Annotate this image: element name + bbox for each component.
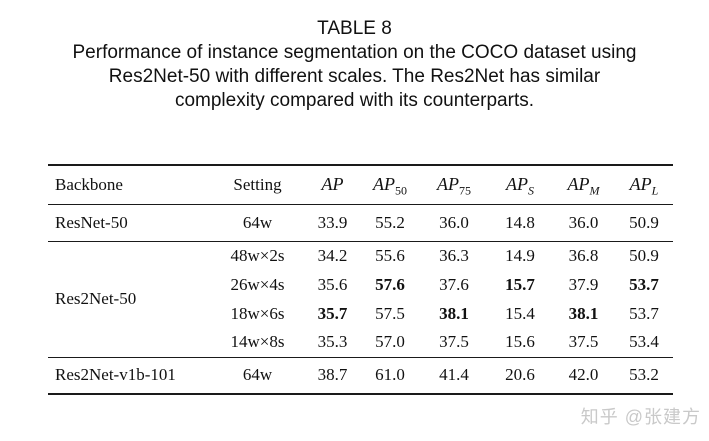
value-cell: 53.2: [615, 357, 673, 395]
results-table: Backbone Setting AP AP50 AP75 APS APM APL ResNe…: [48, 164, 673, 395]
value-cell: 36.3: [439, 245, 469, 265]
value-cell: 53.7: [629, 274, 659, 294]
value-cell: 53.7: [629, 303, 659, 323]
column-header: AP: [305, 165, 360, 205]
value-cell: 33.9: [305, 204, 360, 242]
column-header: Backbone: [48, 165, 210, 205]
value-cell: 15.6: [488, 328, 552, 358]
value-cell: 20.6: [488, 357, 552, 395]
value-cell: 15.4: [505, 303, 535, 323]
value-cell: 37.9: [568, 274, 599, 294]
column-header: APM: [552, 165, 615, 205]
table-row: 18w×6s 35.7 57.5 38.1 15.4 38.1 53.7: [48, 299, 673, 328]
column-header: APS: [488, 165, 552, 205]
value-cell: 38.7: [305, 357, 360, 395]
table-row: ResNet-50 64w 33.9 55.2 36.0 14.8 36.0 50.9: [48, 204, 673, 242]
backbone-cell: ResNet-50: [48, 204, 210, 242]
setting-cell: 64w: [210, 204, 305, 242]
column-header: AP50: [360, 165, 420, 205]
table-row: 14w×8s 35.3 57.0 37.5 15.6 37.5 53.4: [48, 328, 673, 358]
column-header: AP75: [420, 165, 488, 205]
caption-line: complexity compared with its counterpart…: [174, 90, 535, 111]
setting-cell: 14w×8s: [210, 328, 305, 358]
value-cell: 57.6: [375, 274, 405, 294]
value-cell: 35.6: [317, 274, 348, 294]
backbone-cell: Res2Net-v1b-101: [48, 357, 210, 395]
value-cell: 57.0: [360, 328, 420, 358]
value-cell: 55.2: [360, 204, 420, 242]
value-cell: 37.6: [439, 274, 469, 294]
value-cell: 37.5: [552, 328, 615, 358]
value-cell: 61.0: [360, 357, 420, 395]
value-cell: 50.9: [615, 204, 673, 242]
value-cell: 55.6: [375, 245, 405, 265]
table-row: Res2Net-v1b-101 64w 38.7 61.0 41.4 20.6 42.0 53…: [48, 357, 673, 395]
value-cell: 50.9: [629, 245, 659, 265]
value-cell: 35.7: [317, 303, 348, 323]
value-cell: 38.1: [439, 303, 469, 323]
value-cell: 36.0: [420, 204, 488, 242]
value-cell: 15.7: [505, 274, 535, 294]
setting-cell: 26w×4s: [230, 274, 285, 294]
value-cell: 38.1: [568, 303, 599, 323]
value-cell: 57.5: [375, 303, 405, 323]
value-cell: 36.8: [568, 245, 599, 265]
column-header: Setting: [210, 165, 305, 205]
table-caption: TABLE 8 Performance of instance segmenta…: [0, 17, 709, 113]
value-cell: 35.3: [305, 328, 360, 358]
table-row: 26w×4s 35.6 57.6 37.6 15.7 37.9 53.7: [48, 270, 673, 299]
value-cell: 37.5: [420, 328, 488, 358]
setting-cell: 48w×2s: [230, 245, 285, 265]
value-cell: 53.4: [615, 328, 673, 358]
caption-line: Res2Net-50 with different scales. The Re…: [108, 66, 601, 87]
backbone-cell: Res2Net-50: [48, 241, 210, 358]
value-cell: 36.0: [552, 204, 615, 242]
setting-cell: 18w×6s: [230, 303, 285, 323]
value-cell: 41.4: [420, 357, 488, 395]
setting-cell: 64w: [210, 357, 305, 395]
table-number: TABLE 8: [317, 18, 392, 39]
watermark: 知乎 @张建方: [580, 407, 701, 427]
value-cell: 14.8: [488, 204, 552, 242]
header-row: Backbone Setting AP AP50 AP75 APS APM APL: [48, 165, 673, 205]
value-cell: 42.0: [552, 357, 615, 395]
value-cell: 34.2: [317, 245, 348, 265]
caption-line: Performance of instance segmentation on …: [72, 42, 637, 63]
column-header: APL: [615, 165, 673, 205]
table-row: Res2Net-50 48w×2s 34.2 55.6 36.3 14.9 36.8 50.9: [48, 241, 673, 358]
value-cell: 14.9: [505, 245, 535, 265]
